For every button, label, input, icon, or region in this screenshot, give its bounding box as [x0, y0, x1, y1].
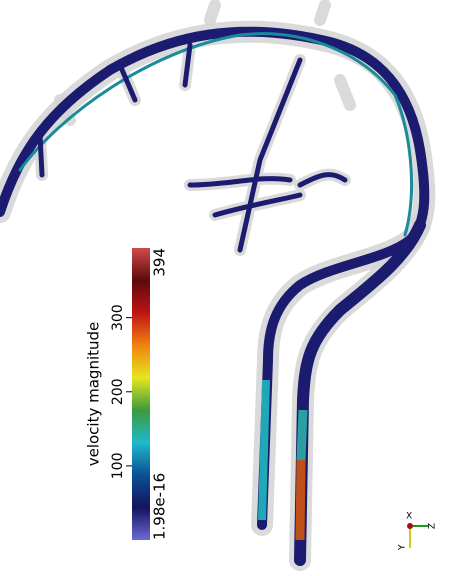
streamlines [0, 26, 430, 530]
range-label: 394 [151, 248, 169, 277]
streamlines [37, 42, 348, 253]
axis-label: Y [398, 544, 408, 551]
streamlines [258, 379, 270, 521]
colorbar: velocity magnitude 100 200 300 394 1.98e-16 [85, 248, 169, 540]
streamlines [18, 32, 413, 237]
colorbar-gradient [132, 248, 150, 540]
streamlines [296, 409, 308, 461]
tick-label: 300 [110, 304, 126, 331]
streamlines [294, 219, 426, 566]
tick-label: 100 [110, 453, 126, 480]
range-label: 1.98e-16 [151, 473, 169, 540]
orientation-axes: X Y Z [398, 512, 438, 552]
streamlines [295, 459, 306, 541]
axis-label: Z [428, 523, 438, 529]
axis-x [407, 523, 413, 529]
tick-label: 200 [110, 378, 126, 405]
vessels [0, 0, 436, 571]
axis-label: X [406, 512, 412, 522]
colorbar-title: velocity magnitude [85, 322, 103, 467]
